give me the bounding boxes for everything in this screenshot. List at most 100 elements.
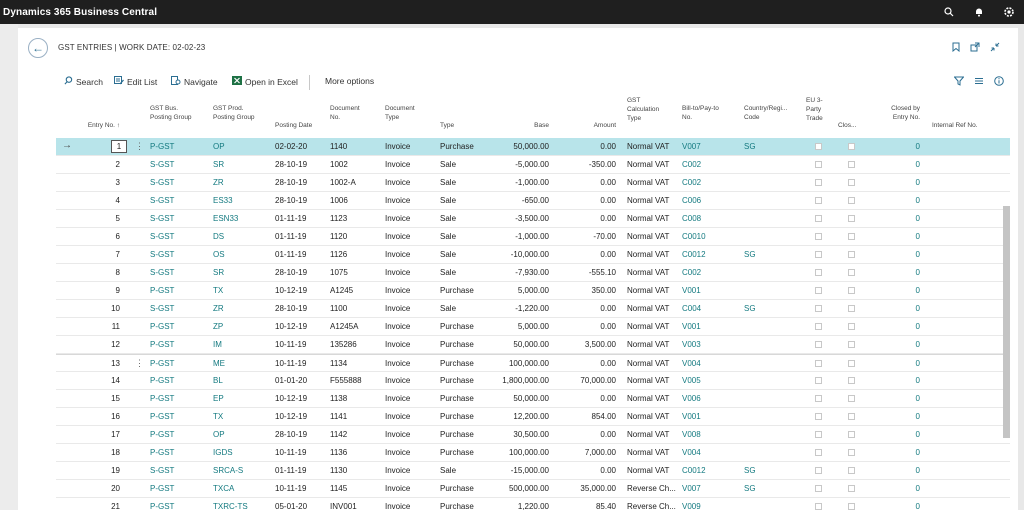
gear-icon[interactable] <box>994 0 1024 24</box>
eu-3-party-trade-checkbox[interactable] <box>815 215 822 222</box>
entry-no-cell[interactable]: 20 <box>111 484 120 493</box>
closed-by-entry-no-cell[interactable]: 0 <box>915 322 920 331</box>
bill-to-pay-to-cell[interactable]: V005 <box>682 376 701 385</box>
search-icon[interactable] <box>934 0 964 24</box>
gst-prod-group-cell[interactable]: TXCA <box>213 484 235 493</box>
col-eu-3-party-trade[interactable]: EU 3- Party Trade <box>806 97 823 122</box>
gst-bus-group-cell[interactable]: P-GST <box>150 448 175 457</box>
bill-to-pay-to-cell[interactable]: C002 <box>682 178 702 187</box>
entry-no-cell[interactable]: 13 <box>111 359 120 368</box>
gst-bus-group-cell[interactable]: S-GST <box>150 250 175 259</box>
eu-3-party-trade-checkbox[interactable] <box>815 305 822 312</box>
table-row[interactable]: 11 P-GST ZP 10-12-19 A1245A Invoice Purchase 5,… <box>56 318 1010 336</box>
bookmark-icon[interactable] <box>952 42 960 55</box>
bill-to-pay-to-cell[interactable]: C008 <box>682 214 702 223</box>
gst-prod-group-cell[interactable]: TXRC-TS <box>213 502 248 510</box>
col-document-type[interactable]: Document Type <box>385 105 415 121</box>
gst-bus-group-cell[interactable]: P-GST <box>150 322 175 331</box>
closed-by-entry-no-cell[interactable]: 0 <box>915 430 920 439</box>
gst-prod-group-cell[interactable]: OP <box>213 430 225 439</box>
closed-checkbox[interactable] <box>848 503 855 510</box>
bill-to-pay-to-cell[interactable]: V001 <box>682 286 701 295</box>
row-menu-icon[interactable]: ⋮ <box>135 358 144 368</box>
bill-to-pay-to-cell[interactable]: V007 <box>682 142 701 151</box>
bill-to-pay-to-cell[interactable]: C0012 <box>682 466 706 475</box>
gst-bus-group-cell[interactable]: S-GST <box>150 268 175 277</box>
closed-checkbox[interactable] <box>848 215 855 222</box>
more-options-action[interactable]: More options <box>325 76 374 86</box>
bill-to-pay-to-cell[interactable]: V004 <box>682 359 701 368</box>
open-new-window-icon[interactable] <box>970 42 980 55</box>
navigate-action[interactable]: Navigate <box>171 76 218 87</box>
open-in-excel-action[interactable]: Open in Excel <box>232 76 298 87</box>
collapse-icon[interactable] <box>990 42 1000 55</box>
col-document-no[interactable]: Document No. <box>330 105 360 121</box>
entry-no-cell[interactable]: 12 <box>111 340 120 349</box>
closed-checkbox[interactable] <box>848 233 855 240</box>
entry-no-cell[interactable]: 8 <box>115 268 120 277</box>
col-closed[interactable]: Clos... <box>838 122 857 129</box>
closed-checkbox[interactable] <box>848 341 855 348</box>
entry-no-cell[interactable]: 16 <box>111 412 120 421</box>
gst-bus-group-cell[interactable]: P-GST <box>150 142 175 151</box>
table-row[interactable]: 6 S-GST DS 01-11-19 1120 Invoice Sale -1,000.00… <box>56 228 1010 246</box>
closed-by-entry-no-cell[interactable]: 0 <box>915 304 920 313</box>
country-region-cell[interactable]: SG <box>744 142 756 151</box>
closed-checkbox[interactable] <box>848 305 855 312</box>
col-amount[interactable]: Amount <box>593 122 616 129</box>
table-row[interactable]: 21 P-GST TXRC-TS 05-01-20 INV001 Invoice Purch… <box>56 498 1010 510</box>
closed-by-entry-no-cell[interactable]: 0 <box>915 160 920 169</box>
bill-to-pay-to-cell[interactable]: V004 <box>682 448 701 457</box>
closed-by-entry-no-cell[interactable]: 0 <box>915 466 920 475</box>
entry-no-cell[interactable]: 9 <box>115 286 120 295</box>
bill-to-pay-to-cell[interactable]: V003 <box>682 340 701 349</box>
eu-3-party-trade-checkbox[interactable] <box>815 323 822 330</box>
table-row[interactable]: 3 S-GST ZR 28-10-19 1002-A Invoice Sale -1,000.… <box>56 174 1010 192</box>
col-type[interactable]: Type <box>440 122 455 129</box>
gst-bus-group-cell[interactable]: P-GST <box>150 359 175 368</box>
row-menu-icon[interactable]: ⋮ <box>135 141 144 151</box>
bill-to-pay-to-cell[interactable]: V001 <box>682 322 701 331</box>
filter-icon[interactable] <box>953 76 965 89</box>
table-row[interactable]: 4 S-GST ES33 28-10-19 1006 Invoice Sale -650.00… <box>56 192 1010 210</box>
closed-checkbox[interactable] <box>848 360 855 367</box>
edit-list-action[interactable]: Edit List <box>114 76 157 87</box>
closed-by-entry-no-cell[interactable]: 0 <box>915 214 920 223</box>
entry-no-cell[interactable]: 15 <box>111 394 120 403</box>
country-region-cell[interactable]: SG <box>744 484 756 493</box>
closed-checkbox[interactable] <box>848 395 855 402</box>
table-row[interactable]: 18 P-GST IGDS 10-11-19 1136 Invoice Purchase 10… <box>56 444 1010 462</box>
gst-bus-group-cell[interactable]: S-GST <box>150 304 175 313</box>
gst-prod-group-cell[interactable]: EP <box>213 394 224 403</box>
table-row[interactable]: 19 S-GST SRCA-S 01-11-19 1130 Invoice Sale -15,… <box>56 462 1010 480</box>
closed-by-entry-no-cell[interactable]: 0 <box>915 502 920 510</box>
bill-to-pay-to-cell[interactable]: C0012 <box>682 250 706 259</box>
col-base[interactable]: Base <box>534 122 549 129</box>
eu-3-party-trade-checkbox[interactable] <box>815 431 822 438</box>
entry-no-cell[interactable]: 10 <box>111 304 120 313</box>
gst-bus-group-cell[interactable]: S-GST <box>150 214 175 223</box>
gst-prod-group-cell[interactable]: OP <box>213 142 225 151</box>
entry-no-cell[interactable]: 4 <box>115 196 120 205</box>
bill-to-pay-to-cell[interactable]: C004 <box>682 304 702 313</box>
eu-3-party-trade-checkbox[interactable] <box>815 161 822 168</box>
gst-bus-group-cell[interactable]: P-GST <box>150 376 175 385</box>
bill-to-pay-to-cell[interactable]: C002 <box>682 160 702 169</box>
country-region-cell[interactable]: SG <box>744 250 756 259</box>
entry-no-cell[interactable]: 3 <box>115 178 120 187</box>
gst-bus-group-cell[interactable]: P-GST <box>150 286 175 295</box>
bill-to-pay-to-cell[interactable]: V008 <box>682 430 701 439</box>
vertical-scrollbar[interactable] <box>1003 206 1010 438</box>
closed-by-entry-no-cell[interactable]: 0 <box>915 142 920 151</box>
table-row[interactable]: 15 P-GST EP 10-12-19 1138 Invoice Purchase 50,0… <box>56 390 1010 408</box>
search-action[interactable]: Search <box>64 76 103 87</box>
country-region-cell[interactable]: SG <box>744 466 756 475</box>
eu-3-party-trade-checkbox[interactable] <box>815 179 822 186</box>
closed-by-entry-no-cell[interactable]: 0 <box>915 286 920 295</box>
table-row[interactable]: 13 ⋮ P-GST ME 10-11-19 1134 Invoice Purchase 100… <box>56 354 1010 372</box>
gst-prod-group-cell[interactable]: ZP <box>213 322 224 331</box>
bill-to-pay-to-cell[interactable]: V007 <box>682 484 701 493</box>
gst-prod-group-cell[interactable]: SR <box>213 160 225 169</box>
eu-3-party-trade-checkbox[interactable] <box>815 143 822 150</box>
col-posting-date[interactable]: Posting Date <box>275 122 313 129</box>
